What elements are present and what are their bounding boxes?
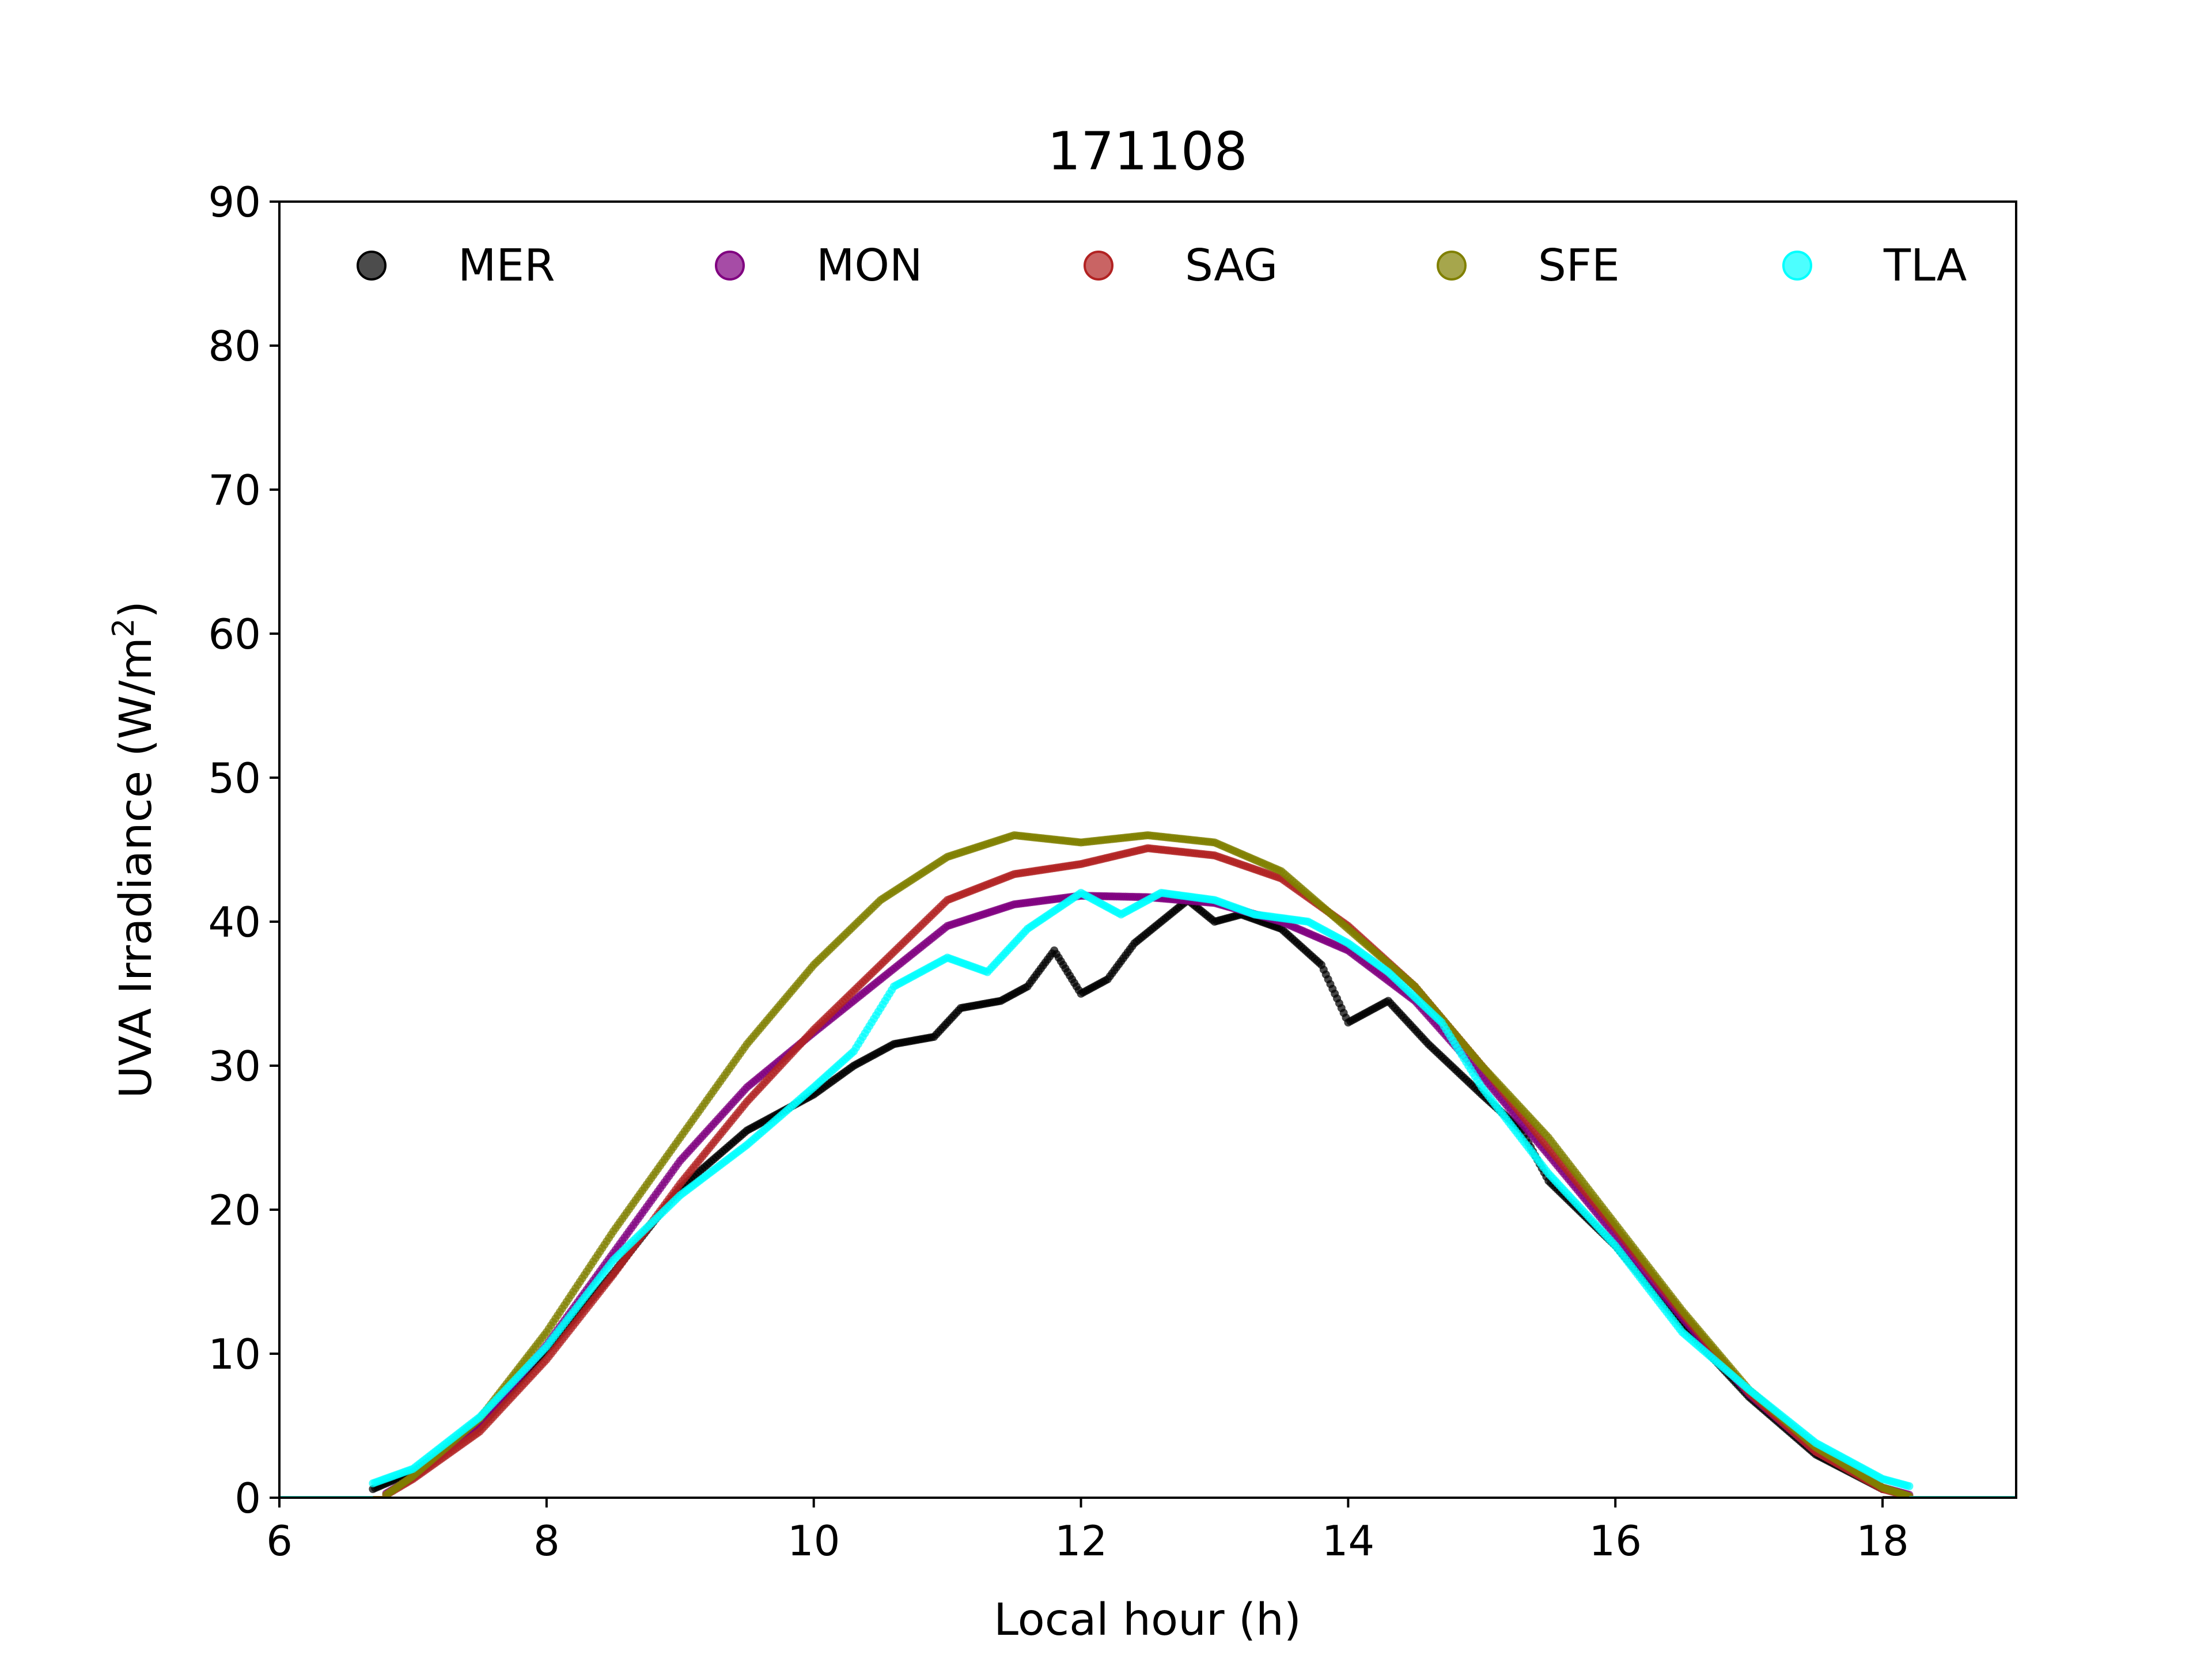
y-tick-label: 50 <box>208 754 261 802</box>
x-tick-label: 18 <box>1856 1517 1909 1565</box>
y-tick-label: 60 <box>208 610 261 658</box>
x-tick-label: 16 <box>1589 1517 1642 1565</box>
legend-item-sag: SAG <box>1084 240 1278 291</box>
legend-item-tla: TLA <box>1782 240 1967 291</box>
data-point <box>1905 1482 1914 1490</box>
legend-label: TLA <box>1883 240 1967 291</box>
y-tick-label: 40 <box>208 898 261 946</box>
x-tick-label: 6 <box>266 1517 293 1565</box>
y-axis-label: UVA Irradiance (W/m2) <box>107 601 162 1099</box>
y-tick-label: 0 <box>234 1474 261 1522</box>
y-tick-label: 90 <box>208 178 261 226</box>
y-tick-label: 20 <box>208 1186 261 1234</box>
y-tick-label: 80 <box>208 322 261 370</box>
legend-item-mer: MER <box>357 240 555 291</box>
legend: MER MON SAG SFE TLA <box>357 240 1967 291</box>
y-axis-label-end: ) <box>111 601 162 618</box>
chart-title: 171108 <box>1047 122 1247 182</box>
y-axis-label-main: UVA Irradiance (W/m <box>111 637 162 1099</box>
legend-marker <box>1437 251 1467 281</box>
y-tick-label: 30 <box>208 1042 261 1090</box>
y-tick-label: 10 <box>208 1330 261 1378</box>
series-tla <box>279 889 2016 1498</box>
legend-item-sfe: SFE <box>1437 240 1620 291</box>
series-sag <box>279 844 2016 1498</box>
y-axis: 0 10 20 30 40 50 60 70 80 90 <box>208 178 279 1522</box>
legend-label: MER <box>458 240 555 291</box>
x-tick-label: 14 <box>1322 1517 1375 1565</box>
y-axis-label-superscript: 2 <box>107 618 141 637</box>
legend-marker <box>357 251 387 281</box>
x-tick-label: 8 <box>533 1517 560 1565</box>
plot-area <box>278 200 2017 1499</box>
x-tick-label: 12 <box>1055 1517 1108 1565</box>
x-tick-label: 10 <box>787 1517 840 1565</box>
y-tick-label: 70 <box>208 466 261 514</box>
legend-item-mon: MON <box>715 240 923 291</box>
legend-marker <box>1782 251 1812 281</box>
x-axis-label: Local hour (h) <box>994 1594 1301 1646</box>
legend-label: SAG <box>1185 240 1278 291</box>
x-axis: 6 8 10 12 14 16 18 <box>266 1498 1909 1565</box>
legend-marker <box>715 251 745 281</box>
series-mer <box>279 896 2016 1498</box>
legend-label: SFE <box>1538 240 1620 291</box>
legend-label: MON <box>816 240 923 291</box>
series-layer <box>279 831 2016 1498</box>
legend-marker <box>1084 251 1113 281</box>
plot-frame <box>278 200 2017 1499</box>
